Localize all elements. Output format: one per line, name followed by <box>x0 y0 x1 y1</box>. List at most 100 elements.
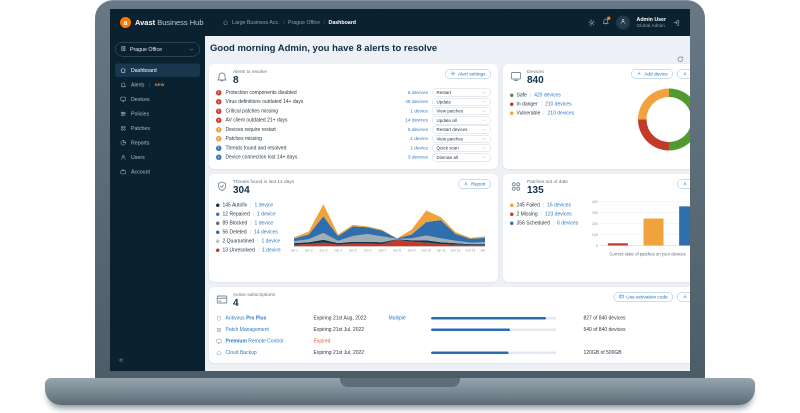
briefcase-icon <box>120 169 127 176</box>
chevdown-icon <box>482 101 486 103</box>
use-activation-code-button[interactable]: Use activation code <box>613 292 674 302</box>
legend-devices-link[interactable]: 14 devices <box>253 229 278 236</box>
subscription-name-link[interactable]: Antivirus Pro Plus <box>225 315 267 322</box>
alert-devices-link[interactable]: 1 device <box>410 108 428 114</box>
x-tick-label: Jun 12 <box>451 249 461 253</box>
alerts-card-head: Alerts to resolve 8 Alert settings <box>216 69 491 86</box>
breadcrumb: Large Business Acc. / Prague Office / Dashbo… <box>223 20 356 26</box>
alert-action-dropdown[interactable]: Update all <box>432 116 491 125</box>
alert-devices-link[interactable]: 45 devices <box>405 99 428 105</box>
chevron-down-icon <box>482 100 487 105</box>
patches-report-button[interactable]: Report <box>677 179 690 189</box>
legend-separator: | <box>249 229 251 236</box>
alert-action-dropdown[interactable]: Quick scan <box>432 144 491 153</box>
threats-report-button[interactable]: Report <box>458 179 491 189</box>
legend-devices-link[interactable]: 1 device <box>262 247 281 254</box>
alert-action-label: Restart <box>436 90 452 96</box>
logout-icon[interactable] <box>673 19 681 27</box>
alert-devices-link[interactable]: 14 devices <box>405 117 428 124</box>
alert-action-label: View patches <box>436 136 464 142</box>
subscription-name-link[interactable]: Cloud Backup <box>225 350 257 356</box>
legend-devices-link[interactable]: 6 devices <box>557 220 579 227</box>
alert-action-dropdown[interactable]: Dismiss all <box>432 153 491 162</box>
refresh-icon <box>677 56 683 62</box>
area-series-unresolved <box>294 239 485 247</box>
subscription-multiple-link[interactable]: Multiple <box>388 315 406 322</box>
alert-action-dropdown[interactable]: Restart devices <box>432 125 491 134</box>
subscriptions-card-head: Active subscriptions 4 Use activation co… <box>216 292 690 309</box>
main-content: Good morning Admin, you have 8 alerts to… <box>205 36 690 371</box>
sidebar-item-alerts[interactable]: Alerts | NEW <box>115 78 200 92</box>
sidebar-item-patches[interactable]: Patches <box>115 122 200 136</box>
alert-action-label: Quick scan <box>436 145 459 151</box>
x-tick-label: Jun 2 <box>305 249 313 253</box>
bell-icon <box>603 18 609 25</box>
subscriptions-report-button[interactable]: Report <box>677 292 690 302</box>
alert-devices-link[interactable]: 6 devices <box>407 126 428 133</box>
alert-devices-link[interactable]: 3 devices <box>407 154 428 161</box>
user-meta: Admin User Global Admin <box>637 16 666 29</box>
subscription-name-link[interactable]: Patch Management <box>225 327 269 333</box>
sidebar-collapse-button[interactable]: « <box>119 355 124 365</box>
notifications-icon[interactable] <box>602 16 611 28</box>
legend-devices-link[interactable]: 1 device <box>254 220 274 227</box>
legend-devices-link[interactable]: 1 device <box>257 211 276 218</box>
legend-devices-link[interactable]: 123 devices <box>544 211 572 218</box>
card-icon <box>619 294 624 298</box>
activation-code-label: Use activation code <box>626 294 668 300</box>
org-selector[interactable]: Prague Office <box>115 42 200 57</box>
user-icon <box>121 154 126 160</box>
sidebar-item-policies[interactable]: Policies <box>115 107 200 121</box>
sidebar-item-devices[interactable]: Devices <box>115 93 200 107</box>
legend-label: 13 Unresolved <box>222 247 255 254</box>
brand[interactable]: a Avast Business Hub <box>120 17 204 28</box>
legend-devices-link[interactable]: 210 devices <box>544 101 572 108</box>
x-tick-label: Jun 1 <box>291 249 298 253</box>
legend-devices-link[interactable]: 210 devices <box>547 110 575 117</box>
x-tick-label: Jun 11 <box>436 249 446 253</box>
alert-action-dropdown[interactable]: Restart <box>432 88 491 97</box>
legend-devices-link[interactable]: 420 devices <box>534 92 561 99</box>
card-icon <box>619 294 624 301</box>
subscription-icon-name: Premium Remote Control <box>216 338 314 344</box>
refresh-icon[interactable] <box>677 55 685 63</box>
x-tick-label: Jun 3 <box>319 249 327 253</box>
alert-settings-button[interactable]: Alert settings <box>445 69 491 79</box>
sidebar-item-account[interactable]: Account <box>115 165 200 179</box>
patches-card-icon <box>510 181 522 193</box>
legend-devices-link[interactable]: 1 device <box>254 202 274 209</box>
breadcrumb-item[interactable]: Large Business Acc. <box>232 19 280 26</box>
breadcrumb-item[interactable]: Prague Office <box>288 19 321 26</box>
shield-icon <box>216 315 222 321</box>
add-device-button[interactable]: Add device <box>631 69 674 79</box>
sidebar-item-reports[interactable]: Reports <box>115 136 200 150</box>
logout-icon <box>673 19 680 26</box>
devices-legend-item: Safe | 420 devices <box>510 92 574 99</box>
avatar[interactable] <box>616 15 631 30</box>
y-tick-label: 200 <box>592 222 598 226</box>
brand-name-rest: Business Hub <box>157 18 204 27</box>
alert-action-dropdown[interactable]: View patches <box>432 134 491 143</box>
greeting-heading: Good morning Admin, you have 8 alerts to… <box>210 43 438 54</box>
gear-icon <box>588 19 596 26</box>
devices-report-button[interactable]: Report <box>677 69 690 79</box>
chevdown-icon <box>482 110 486 112</box>
chevdown-icon <box>189 48 194 51</box>
alert-devices-link[interactable]: 6 devices <box>407 89 428 96</box>
legend-devices-link[interactable]: 16 devices <box>547 202 572 209</box>
bar-missing <box>607 243 628 246</box>
sidebar-item-users[interactable]: Users <box>115 151 200 165</box>
alert-action-dropdown[interactable]: Update <box>432 97 491 106</box>
sidebar-item-dashboard[interactable]: Dashboard <box>115 63 200 77</box>
alert-devices-link[interactable]: 1 device <box>410 145 428 151</box>
alert-devices-link[interactable]: 1 device <box>410 136 428 142</box>
alert-action-dropdown[interactable]: View patches <box>432 107 491 116</box>
home-icon[interactable] <box>223 20 229 26</box>
settings-icon[interactable] <box>588 19 596 27</box>
subscription-name-link[interactable]: Premium Remote Control <box>225 338 284 345</box>
bar-failed <box>643 218 664 246</box>
legend-devices-link[interactable]: 1 device <box>261 238 281 245</box>
breadcrumb-item[interactable]: Dashboard <box>328 19 356 26</box>
legend-separator: | <box>543 110 545 117</box>
